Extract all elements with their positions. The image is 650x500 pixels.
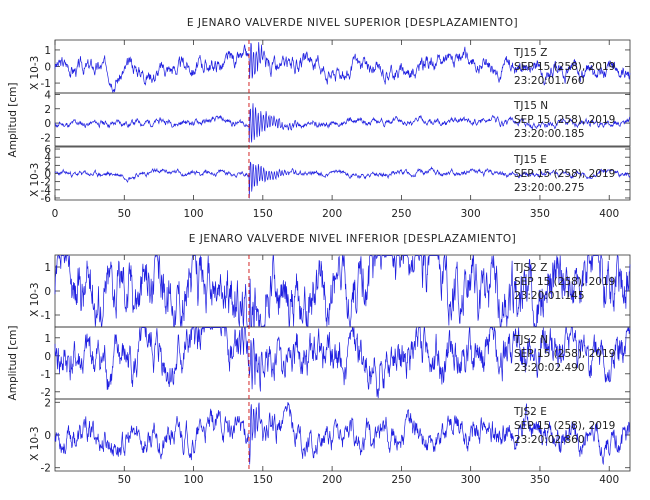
trace-panel: -2 0 2 X 10-3 TJS2 E SEP 15 (258), 2019 23:20:… [29, 397, 631, 475]
y-tick-label: 0 [44, 351, 51, 363]
y-tick-label: 4 [44, 89, 51, 101]
date-label: SEP 15 (258), 2019 [514, 61, 615, 73]
y-tick-label: -2 [41, 387, 51, 399]
date-label: SEP 15 (258), 2019 [514, 168, 615, 180]
y-tick-label: 0 [44, 286, 51, 298]
x-tick-label: 400 [599, 208, 619, 220]
waveform-trace [54, 103, 631, 143]
x-tick-label: 0 [52, 208, 59, 220]
station-label: TJS2 E [513, 406, 547, 418]
scale-label: X 10-3 [29, 163, 41, 197]
y-tick-label: -1 [41, 310, 51, 322]
x-tick-label: 200 [322, 474, 342, 486]
x-tick-label: 250 [391, 208, 411, 220]
y-tick-label: -1 [41, 78, 51, 90]
y-tick-label: -1 [41, 369, 51, 381]
scale-label: X 10-3 [29, 282, 41, 316]
x-tick-label: 200 [322, 208, 342, 220]
date-label: SEP 15 (258), 2019 [514, 348, 615, 360]
start-time-label: 23:20:02.860 [514, 434, 585, 446]
y-tick-label: 2 [44, 160, 51, 172]
y-tick-label: -6 [41, 193, 52, 205]
y-tick-label: 2 [44, 397, 51, 409]
station-label: TJS2 Z [513, 262, 547, 274]
trace-panel: -1 0 1X 10-3 TJS2 Z SEP 15 (258), 2019 23:20:… [29, 254, 631, 328]
start-time-label: 23:20:00.185 [514, 128, 585, 140]
x-tick-label: 50 [118, 474, 131, 486]
start-time-label: 23:20:01.145 [514, 290, 585, 302]
station-label: TJ15 N [513, 100, 548, 112]
y-tick-label: 1 [44, 262, 51, 274]
y-tick-label: 1 [44, 333, 51, 345]
waveform-trace [54, 326, 631, 399]
y-tick-label: 1 [44, 45, 51, 57]
station-label: TJ15 Z [513, 47, 547, 59]
figure-1: E JENARO VALVERDE NIVEL SUPERIOR [DESPLA… [7, 17, 631, 220]
waveform-trace [54, 255, 631, 328]
scale-label: X 10-3 [29, 426, 41, 460]
y-tick-label: 0 [44, 62, 51, 74]
date-label: SEP 15 (258), 2019 [514, 420, 615, 432]
trace-panel: -1 0 1X 10-3 TJ15 Z SEP 15 (258), 2019 23:20:… [29, 39, 631, 94]
start-time-label: 23:20:02.490 [514, 362, 585, 374]
waveform-trace [54, 161, 631, 199]
y-axis-label: Amplitud [cm] [7, 326, 19, 401]
date-label: SEP 15 (258), 2019 [514, 114, 615, 126]
x-tick-label: 150 [253, 208, 273, 220]
y-tick-label: 2 [44, 104, 51, 116]
y-tick-label: -2 [41, 177, 51, 189]
x-tick-label: 150 [253, 474, 273, 486]
start-time-label: 23:20:01.760 [514, 75, 585, 87]
x-tick-label: 350 [530, 208, 550, 220]
chart-title: E JENARO VALVERDE NIVEL SUPERIOR [DESPLA… [187, 17, 518, 29]
trace-panel: -2 0 2 4 TJ15 N SEP 15 (258), 2019 23:20:00.18… [41, 89, 631, 147]
station-label: TJS2 N [513, 334, 548, 346]
station-label: TJ15 E [513, 154, 547, 166]
figure-2: E JENARO VALVERDE NIVEL INFERIOR [DESPLA… [7, 233, 631, 486]
y-tick-label: 0 [44, 169, 51, 181]
waveform-trace [54, 42, 631, 93]
y-tick-label: 0 [44, 118, 51, 130]
chart-title: E JENARO VALVERDE NIVEL INFERIOR [DESPLA… [189, 233, 516, 245]
x-tick-label: 250 [391, 474, 411, 486]
date-label: SEP 15 (258), 2019 [514, 276, 615, 288]
x-tick-label: 300 [461, 474, 481, 486]
scale-label: X 10-3 [29, 56, 41, 90]
x-tick-label: 300 [461, 208, 481, 220]
y-tick-label: 0 [44, 430, 51, 442]
x-tick-label: 50 [118, 208, 131, 220]
trace-panel: -2 -1 0 1 TJS2 N SEP 15 (258), 2019 23:20:02.4… [41, 326, 631, 400]
panel-frame [54, 92, 631, 147]
y-tick-label: -2 [41, 463, 51, 475]
start-time-label: 23:20:00.275 [514, 182, 585, 194]
y-tick-label: -4 [41, 185, 52, 197]
waveform-trace [54, 402, 631, 466]
x-tick-label: 100 [184, 474, 204, 486]
y-axis-label: Amplitud [cm] [7, 83, 19, 158]
y-tick-label: 6 [44, 144, 51, 156]
x-tick-label: 100 [184, 208, 204, 220]
x-tick-label: 350 [530, 474, 550, 486]
x-tick-label: 400 [599, 474, 619, 486]
y-tick-label: 4 [44, 152, 51, 164]
y-tick-label: -2 [41, 132, 51, 144]
